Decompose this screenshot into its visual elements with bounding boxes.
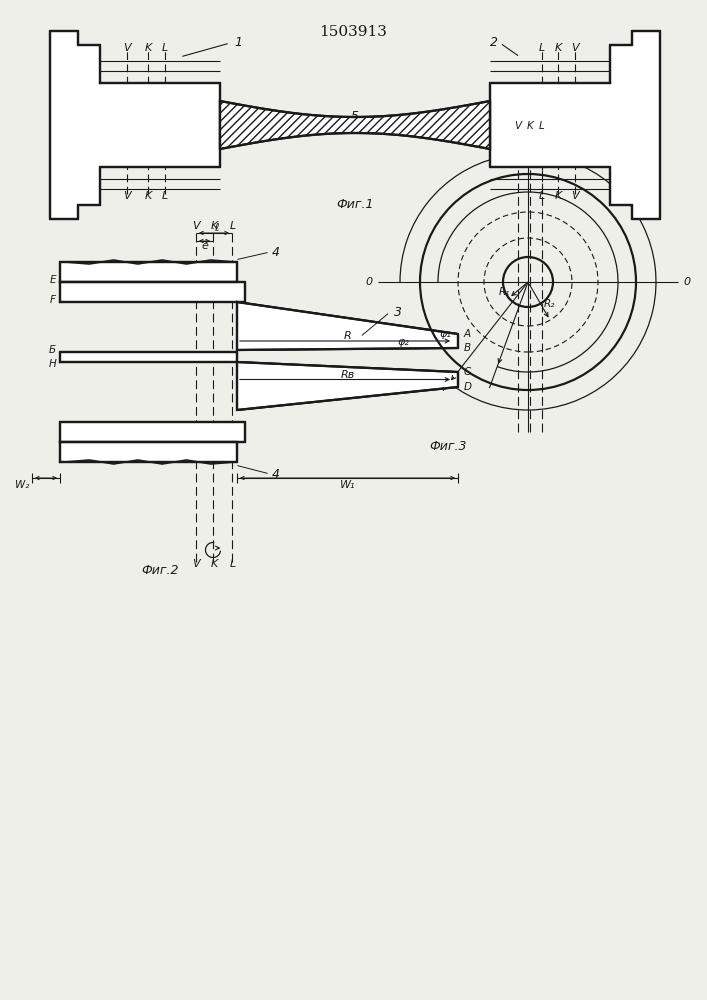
Text: Фиг.2: Фиг.2 — [141, 564, 179, 576]
Text: V: V — [123, 43, 131, 53]
Text: A: A — [464, 329, 471, 339]
Text: ℓ: ℓ — [214, 223, 218, 233]
Text: 4: 4 — [272, 468, 280, 481]
Text: R₂: R₂ — [544, 299, 556, 309]
Text: Фиг.3: Фиг.3 — [429, 440, 467, 454]
Text: K: K — [144, 43, 151, 53]
Text: R₁: R₁ — [498, 287, 510, 297]
Text: 3: 3 — [394, 306, 402, 318]
Text: e: e — [201, 241, 208, 251]
Text: W₂: W₂ — [15, 480, 29, 490]
Polygon shape — [60, 442, 237, 462]
Text: V: V — [571, 43, 579, 53]
Text: D: D — [464, 382, 472, 392]
Text: L: L — [539, 43, 545, 53]
Text: K: K — [144, 191, 151, 201]
Text: 2: 2 — [490, 36, 498, 49]
Text: V: V — [123, 191, 131, 201]
Text: Б: Б — [49, 345, 56, 355]
Text: 1: 1 — [234, 36, 242, 49]
Text: F: F — [50, 295, 56, 305]
Text: 4: 4 — [272, 245, 280, 258]
Text: φ₁: φ₁ — [439, 329, 451, 339]
Text: K: K — [211, 559, 218, 569]
Polygon shape — [60, 352, 237, 362]
Polygon shape — [237, 302, 458, 350]
Polygon shape — [237, 362, 458, 410]
Polygon shape — [490, 31, 660, 219]
Text: Фиг.1: Фиг.1 — [337, 198, 374, 212]
Text: L: L — [162, 43, 168, 53]
Text: V: V — [515, 121, 522, 131]
Text: L: L — [539, 191, 545, 201]
Text: Rв: Rв — [340, 369, 355, 379]
Polygon shape — [60, 282, 245, 302]
Text: L: L — [162, 191, 168, 201]
Text: 0: 0 — [366, 277, 373, 287]
Text: C: C — [464, 367, 472, 377]
Text: L: L — [230, 559, 236, 569]
Text: 1503913: 1503913 — [319, 25, 387, 39]
Polygon shape — [220, 101, 490, 149]
Text: K: K — [554, 191, 561, 201]
Polygon shape — [50, 31, 220, 219]
Polygon shape — [60, 262, 237, 282]
Text: V: V — [571, 191, 579, 201]
Polygon shape — [60, 422, 245, 442]
Text: E: E — [49, 275, 56, 285]
Text: 5: 5 — [351, 110, 359, 123]
Text: L: L — [539, 121, 545, 131]
Text: W₁: W₁ — [340, 480, 355, 490]
Text: V: V — [192, 221, 200, 231]
Text: φ₂: φ₂ — [397, 337, 409, 347]
Text: H: H — [48, 359, 56, 369]
Text: L: L — [230, 221, 236, 231]
Text: B: B — [464, 343, 471, 353]
Text: 0: 0 — [683, 277, 690, 287]
Text: K: K — [554, 43, 561, 53]
Text: R: R — [344, 331, 351, 341]
Text: V: V — [192, 559, 200, 569]
Text: K: K — [211, 221, 218, 231]
Text: K: K — [527, 121, 533, 131]
